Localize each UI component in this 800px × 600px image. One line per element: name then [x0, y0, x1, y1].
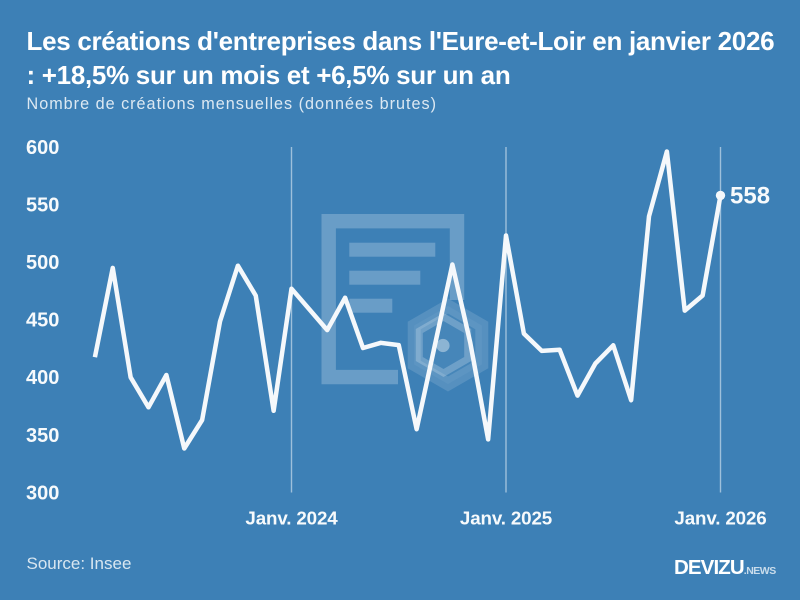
- svg-text:558: 558: [730, 183, 770, 210]
- svg-text:450: 450: [26, 310, 59, 332]
- svg-text:Janv. 2025: Janv. 2025: [460, 508, 552, 529]
- svg-text:600: 600: [26, 137, 59, 159]
- svg-text:350: 350: [26, 425, 59, 447]
- svg-text:500: 500: [26, 252, 59, 274]
- svg-text:Janv. 2024: Janv. 2024: [245, 508, 338, 529]
- svg-text:300: 300: [26, 482, 59, 504]
- svg-text:Janv. 2026: Janv. 2026: [674, 508, 766, 529]
- svg-text:400: 400: [26, 367, 59, 389]
- svg-text:550: 550: [26, 195, 59, 217]
